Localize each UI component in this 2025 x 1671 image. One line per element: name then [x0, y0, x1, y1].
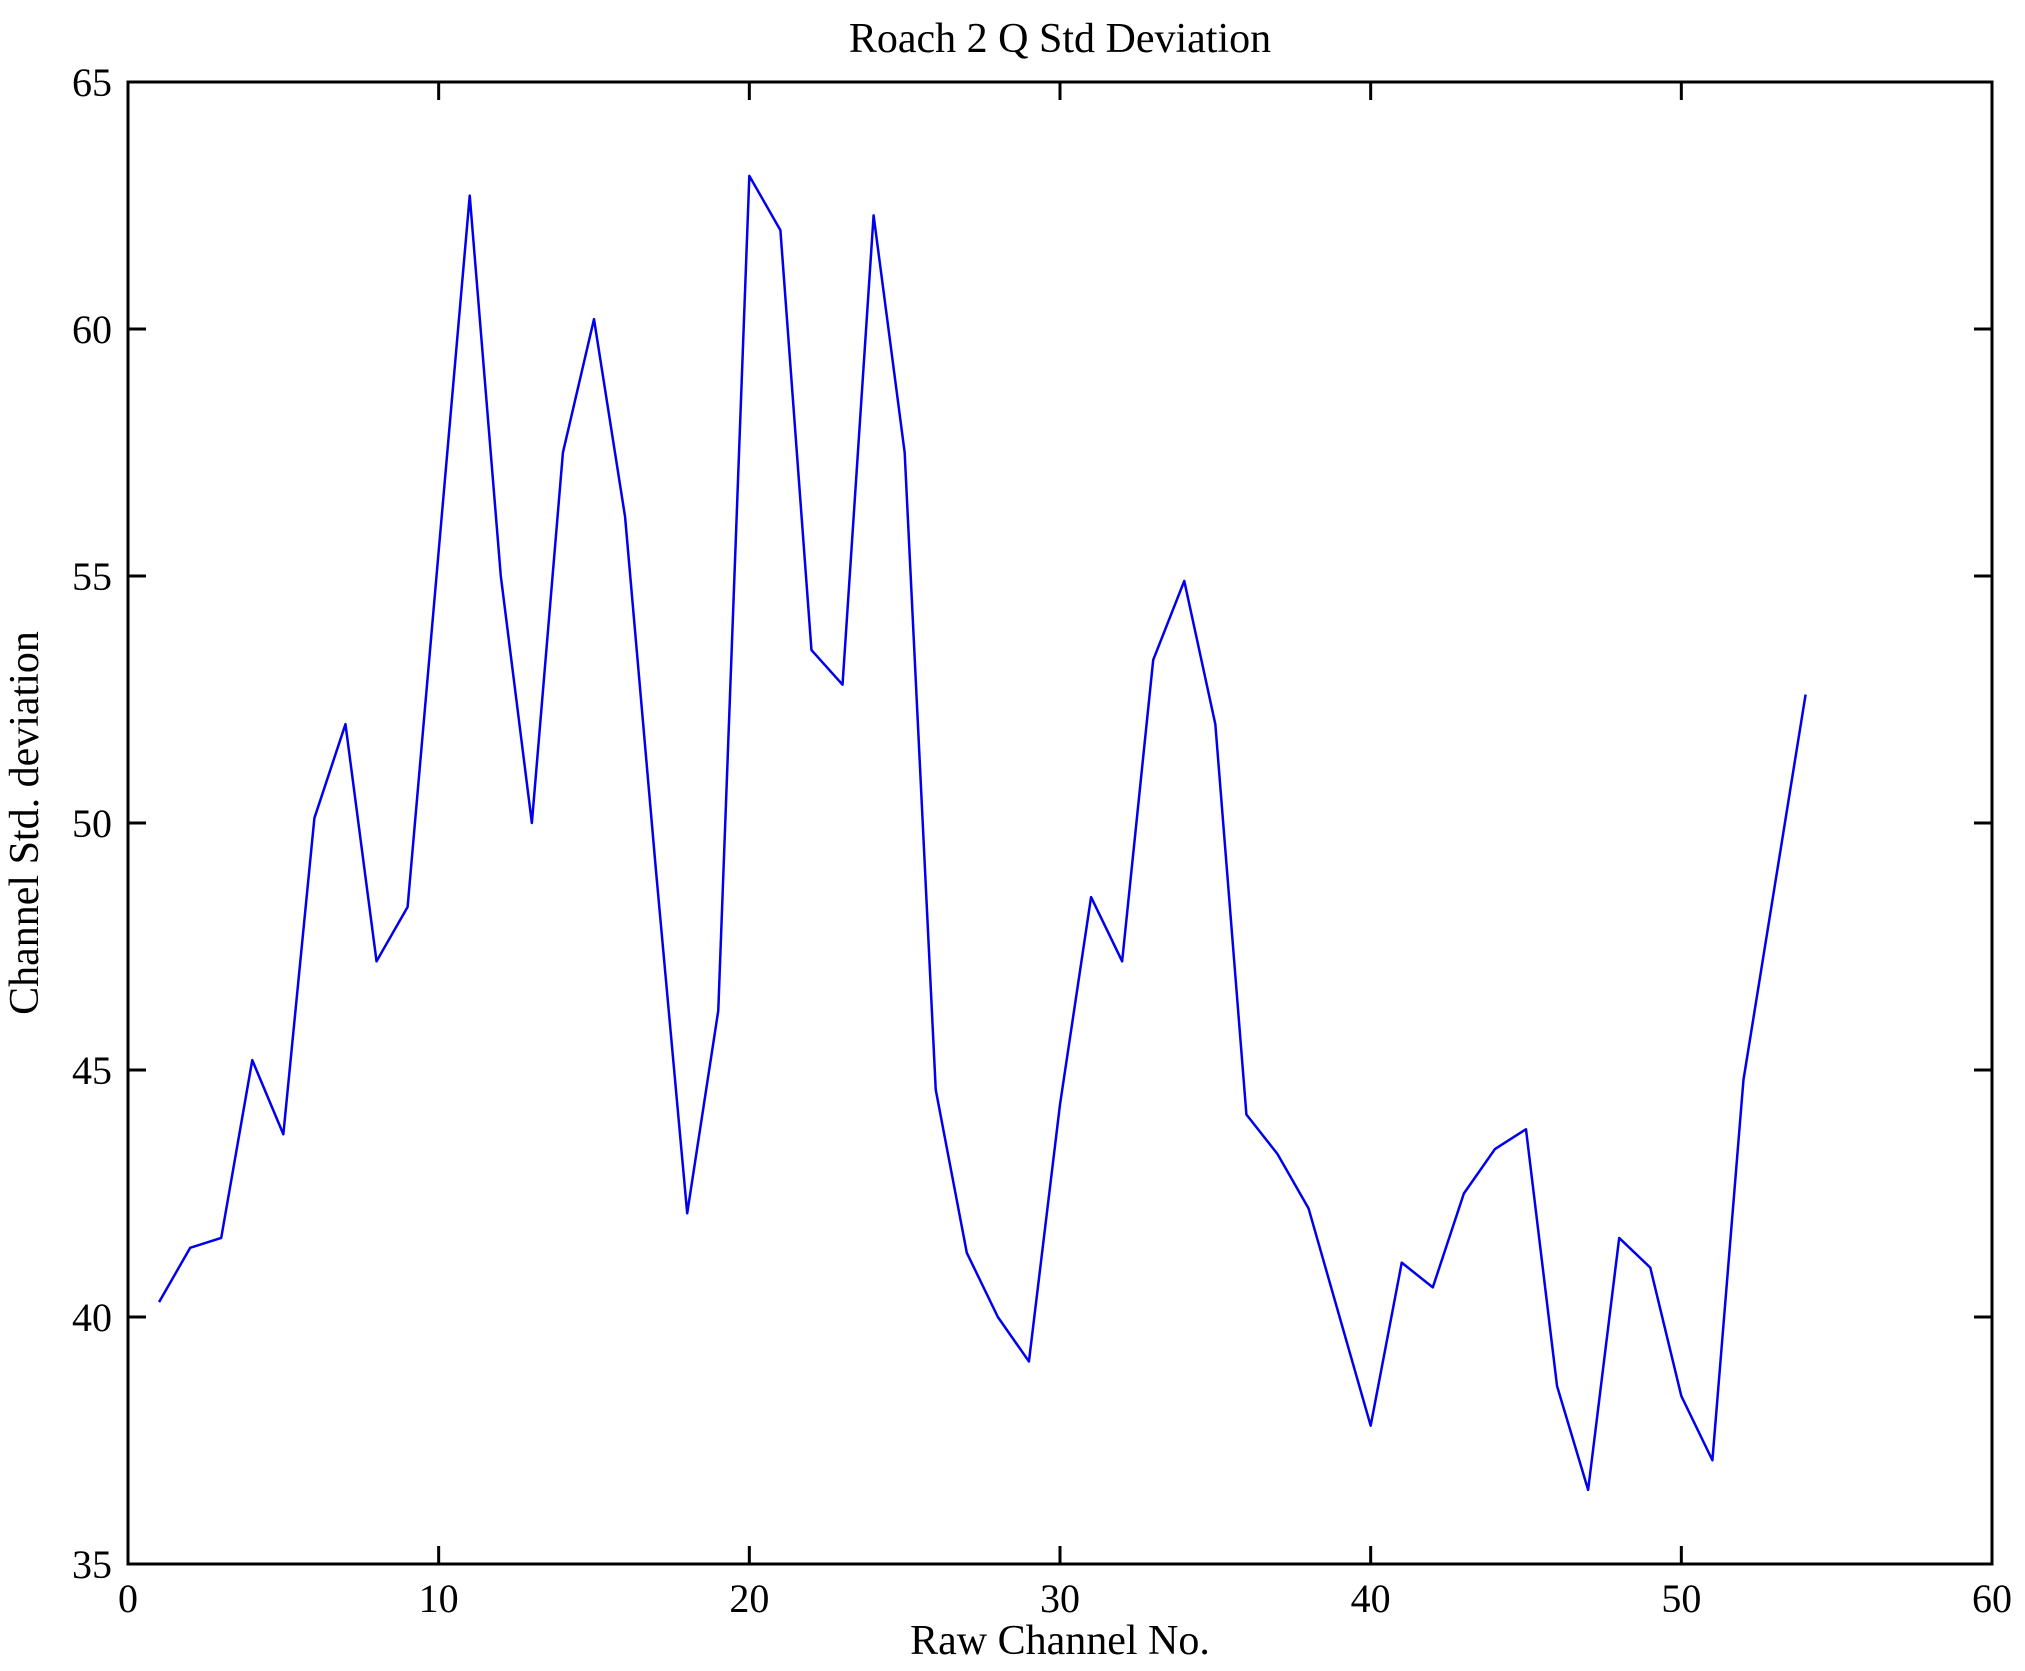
y-tick-label: 45	[72, 1048, 112, 1093]
plot-frame	[126, 80, 1994, 1566]
y-tick-label: 55	[72, 554, 112, 599]
chart-title: Roach 2 Q Std Deviation	[849, 16, 1271, 62]
x-tick-label: 50	[1661, 1576, 1701, 1621]
y-tick-label: 60	[72, 307, 112, 352]
x-axis-label: Raw Channel No.	[910, 1618, 1210, 1664]
y-tick-label: 40	[72, 1295, 112, 1340]
y-tick-label: 35	[72, 1542, 112, 1587]
axes-group: 0 10 20 30 40 50 60 35 40 45 50 55 60 65	[72, 60, 2012, 1621]
x-tick-label: 60	[1972, 1576, 2012, 1621]
y-tick-label: 50	[72, 801, 112, 846]
x-tick-label: 40	[1351, 1576, 1391, 1621]
y-tick-label: 65	[72, 60, 112, 105]
x-tick-label: 0	[118, 1576, 138, 1621]
x-tick-label: 20	[729, 1576, 769, 1621]
series-line	[157, 174, 1807, 1492]
x-tick-label: 10	[419, 1576, 459, 1621]
y-axis-label: Channel Std. deviation	[2, 631, 48, 1015]
series-group	[157, 174, 1807, 1492]
x-tick-label: 30	[1040, 1576, 1080, 1621]
